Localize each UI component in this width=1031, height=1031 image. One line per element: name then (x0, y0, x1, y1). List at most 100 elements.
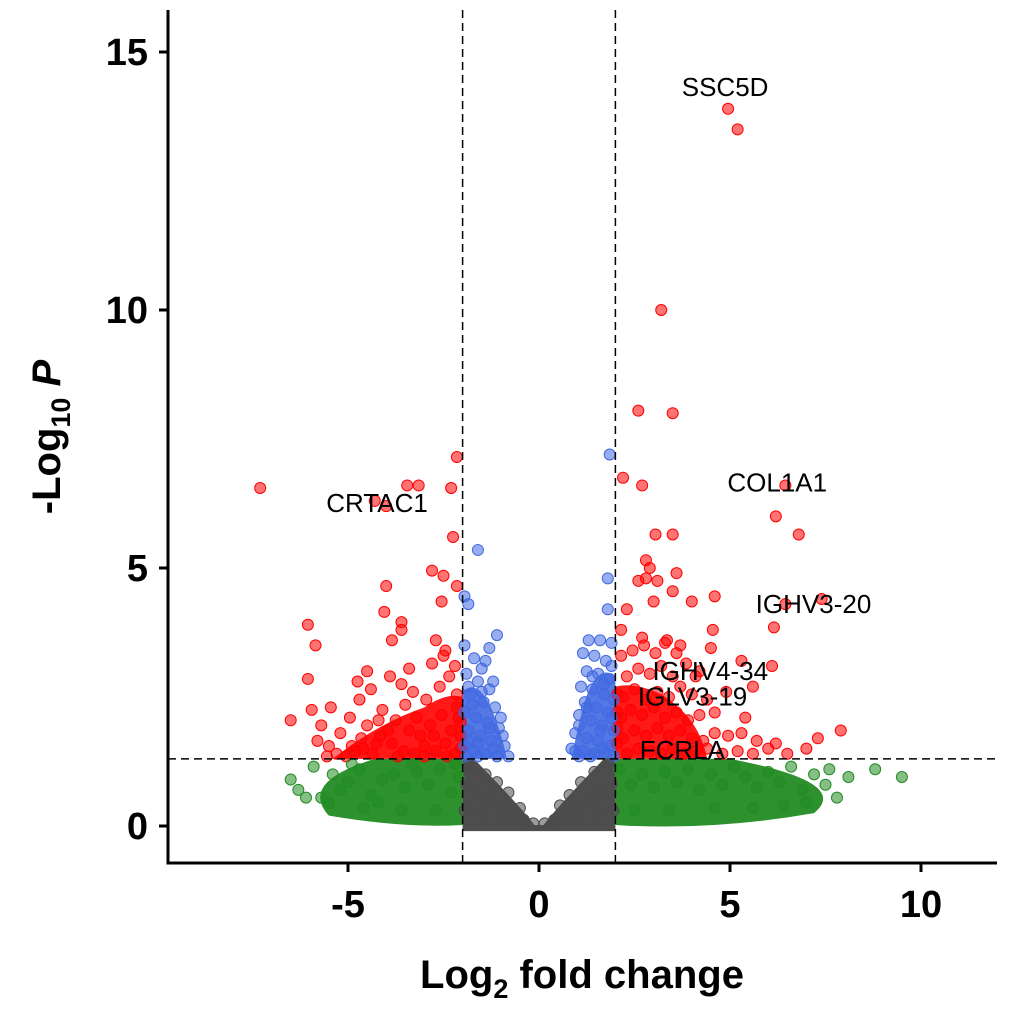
point-log2fc-only (284, 773, 297, 786)
point-p-and-log2fc (445, 724, 458, 737)
point-ns (563, 789, 576, 802)
point-p-and-log2fc (647, 701, 660, 714)
point-ns (527, 817, 540, 830)
point-p-and-log2fc (779, 479, 792, 492)
point-ns (464, 760, 477, 773)
point-p-and-log2fc (412, 479, 425, 492)
point-ns (607, 804, 620, 817)
point-log2fc-only (636, 768, 649, 781)
point-p-and-log2fc (320, 750, 333, 763)
point-p-and-log2fc (680, 657, 693, 670)
point-p-and-log2fc (366, 747, 379, 760)
point-log2fc-only (364, 789, 377, 802)
y-tick-label: 10 (106, 290, 148, 332)
point-p-and-log2fc (385, 737, 398, 750)
point-p-and-log2fc (706, 623, 719, 636)
point-p-and-log2fc (655, 660, 668, 673)
point-p-and-log2fc (708, 706, 721, 719)
point-p-and-log2fc (720, 685, 733, 698)
point-ns (590, 807, 603, 820)
point-log2fc-only (292, 783, 305, 796)
point-p-and-log2fc (301, 672, 314, 685)
point-p-and-log2fc (355, 732, 368, 745)
point-p-and-log2fc (324, 701, 337, 714)
point-log2fc-only (819, 778, 832, 791)
point-p-only (605, 711, 618, 724)
point-log2fc-only (395, 804, 408, 817)
point-log2fc-only (659, 765, 672, 778)
point-p-and-log2fc (420, 693, 433, 706)
point-p-and-log2fc (429, 634, 442, 647)
point-p-only (487, 675, 500, 688)
point-p-and-log2fc (639, 729, 652, 742)
point-p-only (466, 698, 479, 711)
y-tick-label: 0 (127, 806, 148, 848)
point-log2fc-only (739, 770, 752, 783)
point-p-and-log2fc (450, 688, 463, 701)
point-p-and-log2fc (678, 747, 691, 760)
point-p-and-log2fc (454, 716, 467, 729)
y-axis-title: -Log10 P (25, 359, 76, 514)
point-p-only (471, 675, 484, 688)
point-p-only (462, 598, 475, 611)
point-log2fc-only (708, 801, 721, 814)
point-p-only (607, 693, 620, 706)
point-log2fc-only (406, 758, 419, 771)
point-p-and-log2fc (445, 482, 458, 495)
point-p-and-log2fc (395, 678, 408, 691)
point-p-and-log2fc (636, 631, 649, 644)
point-p-and-log2fc (632, 742, 645, 755)
point-log2fc-only (800, 796, 813, 809)
point-p-and-log2fc (666, 407, 679, 420)
point-ns (460, 778, 473, 791)
point-log2fc-only (727, 760, 740, 773)
point-log2fc-only (746, 801, 759, 814)
point-log2fc-only (647, 781, 660, 794)
point-ns (458, 804, 471, 817)
point-p-and-log2fc (670, 567, 683, 580)
x-tick-label: 5 (719, 884, 740, 926)
point-p-and-log2fc (406, 685, 419, 698)
point-p-and-log2fc (448, 660, 461, 673)
point-p-only (462, 724, 475, 737)
point-p-and-log2fc (395, 616, 408, 629)
x-tick-label: 10 (900, 884, 942, 926)
point-p-and-log2fc (410, 711, 423, 724)
point-p-and-log2fc (811, 732, 824, 745)
point-log2fc-only (445, 786, 458, 799)
point-p-and-log2fc (628, 724, 641, 737)
point-p-and-log2fc (685, 732, 698, 745)
point-p-and-log2fc (389, 714, 402, 727)
point-p-and-log2fc (433, 680, 446, 693)
point-p-and-log2fc (305, 703, 318, 716)
point-p-only (596, 742, 609, 755)
point-p-and-log2fc (685, 595, 698, 608)
point-p-and-log2fc (450, 580, 463, 593)
point-p-and-log2fc (779, 598, 792, 611)
point-p-and-log2fc (626, 644, 639, 657)
point-log2fc-only (704, 768, 717, 781)
point-p-and-log2fc (769, 737, 782, 750)
point-p-and-log2fc (382, 724, 395, 737)
point-p-only (479, 654, 492, 667)
point-p-only (487, 742, 500, 755)
point-p-and-log2fc (620, 603, 633, 616)
point-p-and-log2fc (746, 680, 759, 693)
point-p-and-log2fc (708, 590, 721, 603)
point-p-and-log2fc (662, 729, 675, 742)
point-p-and-log2fc (380, 500, 393, 513)
point-p-and-log2fc (435, 595, 448, 608)
point-p-and-log2fc (364, 683, 377, 696)
point-p-and-log2fc (311, 734, 324, 747)
point-p-only (460, 667, 473, 680)
point-p-and-log2fc (674, 724, 687, 737)
point-p-only (458, 639, 471, 652)
point-ns (483, 794, 496, 807)
point-log2fc-only (433, 763, 446, 776)
point-p-and-log2fc (674, 680, 687, 693)
point-p-and-log2fc (353, 693, 366, 706)
point-ns (575, 776, 588, 789)
point-log2fc-only (808, 768, 821, 781)
point-log2fc-only (762, 765, 775, 778)
gene-label: CRTAC1 (326, 488, 428, 518)
